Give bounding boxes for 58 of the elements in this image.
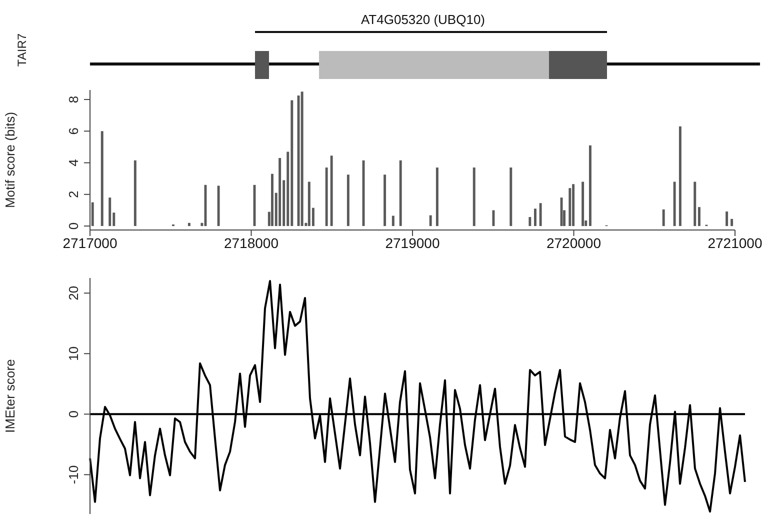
bar [100,131,104,226]
bar [392,216,394,226]
bar [582,182,584,226]
bar [534,208,536,226]
x-tick-label: 2720000 [546,234,602,251]
bar [271,174,274,226]
bar [297,96,300,226]
bar [678,126,682,226]
x-tick-label: 2719000 [385,234,440,251]
bar [217,186,220,226]
bar [568,188,572,226]
bar [134,160,136,226]
x-tick-label: 2721000 [708,234,762,251]
bar [278,158,282,226]
bar [325,168,328,226]
text: AT4G05320 (UBQ10) [360,12,486,27]
bar [330,156,333,226]
bar [108,198,112,226]
line-series [89,280,746,513]
bar [436,168,438,226]
x-tick-label: 2718000 [224,234,279,251]
bar [694,182,696,226]
bar [588,145,592,226]
bar [510,168,512,226]
bar [492,210,495,226]
bar [346,174,350,226]
text: TAIR7 [15,33,29,67]
bar [472,168,476,226]
y-tick-label: 4 [66,159,81,166]
bar [730,218,734,226]
bar [384,174,386,226]
bar [726,211,728,226]
y-tick-label: 10 [66,346,81,361]
bar [290,100,294,226]
y-tick-label: 0 [66,410,81,418]
bar [399,160,402,226]
bar [560,198,563,226]
y-tick-label: 20 [66,286,81,300]
bar [528,217,532,226]
bar [539,203,542,226]
y-tick-label: -10 [66,465,81,484]
bar [572,184,575,226]
bar [698,207,700,226]
y-tick-label: 8 [66,96,81,104]
y-axis-title: Motif score (bits) [2,112,18,208]
bar [429,215,432,226]
y-tick-label: 2 [66,190,81,198]
bar [91,202,94,226]
bar [662,209,665,226]
x-tick-label: 2717000 [62,234,118,251]
bar [308,182,310,226]
bar [673,182,676,226]
bar [300,92,304,226]
y-tick-label: 6 [66,128,81,135]
y-tick-label: 0 [66,222,81,230]
bar [204,184,207,226]
bar [188,222,190,226]
y-axis-title: IMEter score [2,359,18,433]
